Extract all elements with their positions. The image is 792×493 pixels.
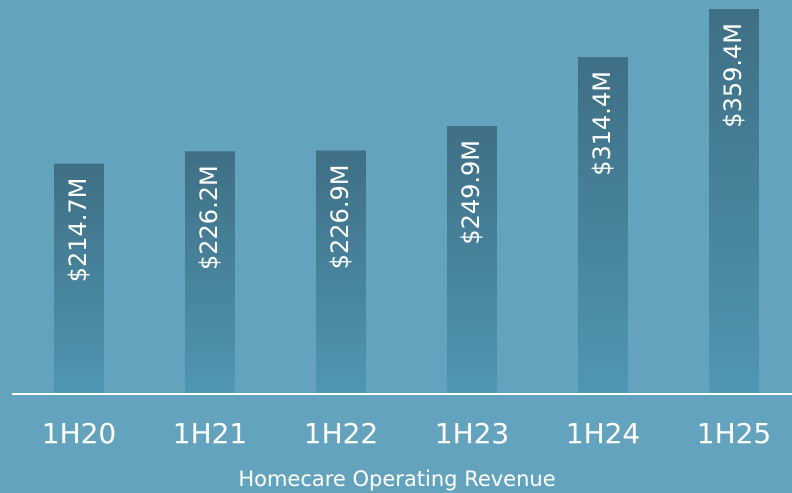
bar bbox=[447, 125, 497, 393]
data-label: $359.4M bbox=[719, 23, 747, 128]
bar bbox=[185, 151, 235, 393]
data-label: $226.2M bbox=[195, 165, 223, 270]
x-tick-label: 1H22 bbox=[304, 417, 379, 450]
data-label: $249.9M bbox=[457, 140, 485, 245]
data-label: $226.9M bbox=[326, 165, 354, 270]
x-tick-label: 1H25 bbox=[697, 417, 772, 450]
chart-title: Homecare Operating Revenue bbox=[238, 467, 555, 491]
bar bbox=[54, 163, 104, 393]
bar bbox=[316, 150, 366, 393]
data-label: $214.7M bbox=[64, 178, 92, 283]
data-label: $314.4M bbox=[588, 71, 616, 176]
x-tick-label: 1H20 bbox=[42, 417, 117, 450]
bar bbox=[709, 9, 759, 393]
x-tick-label: 1H24 bbox=[566, 417, 641, 450]
x-tick-label: 1H21 bbox=[173, 417, 248, 450]
x-tick-label: 1H23 bbox=[435, 417, 510, 450]
bar bbox=[578, 57, 628, 393]
